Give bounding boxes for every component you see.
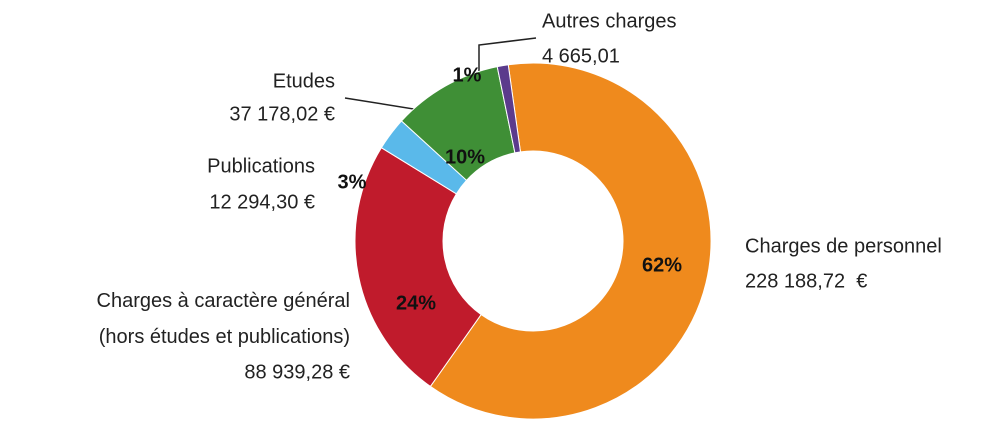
slice bbox=[429, 62, 712, 420]
amount-label: 37 178,02 € bbox=[229, 103, 335, 125]
amount-label: 228 188,72 € bbox=[745, 270, 867, 292]
slice bbox=[496, 64, 522, 154]
percent-label: 24% bbox=[396, 292, 436, 314]
category-label: Etudes bbox=[273, 70, 335, 92]
category-label: Charges à caractère général (hors études … bbox=[97, 290, 350, 348]
percent-label: 10% bbox=[445, 146, 485, 168]
percent-label: 3% bbox=[338, 171, 367, 193]
percent-label: 1% bbox=[453, 64, 482, 86]
category-label: Charges de personnel bbox=[745, 235, 942, 257]
amount-label: 12 294,30 € bbox=[209, 191, 315, 213]
percent-label: 62% bbox=[642, 254, 682, 276]
amount-label: 4 665,01 bbox=[542, 45, 620, 67]
slice bbox=[354, 147, 482, 388]
category-label: Autres charges bbox=[542, 10, 677, 32]
amount-label: 88 939,28 € bbox=[244, 361, 350, 383]
category-label: Publications bbox=[207, 155, 315, 177]
